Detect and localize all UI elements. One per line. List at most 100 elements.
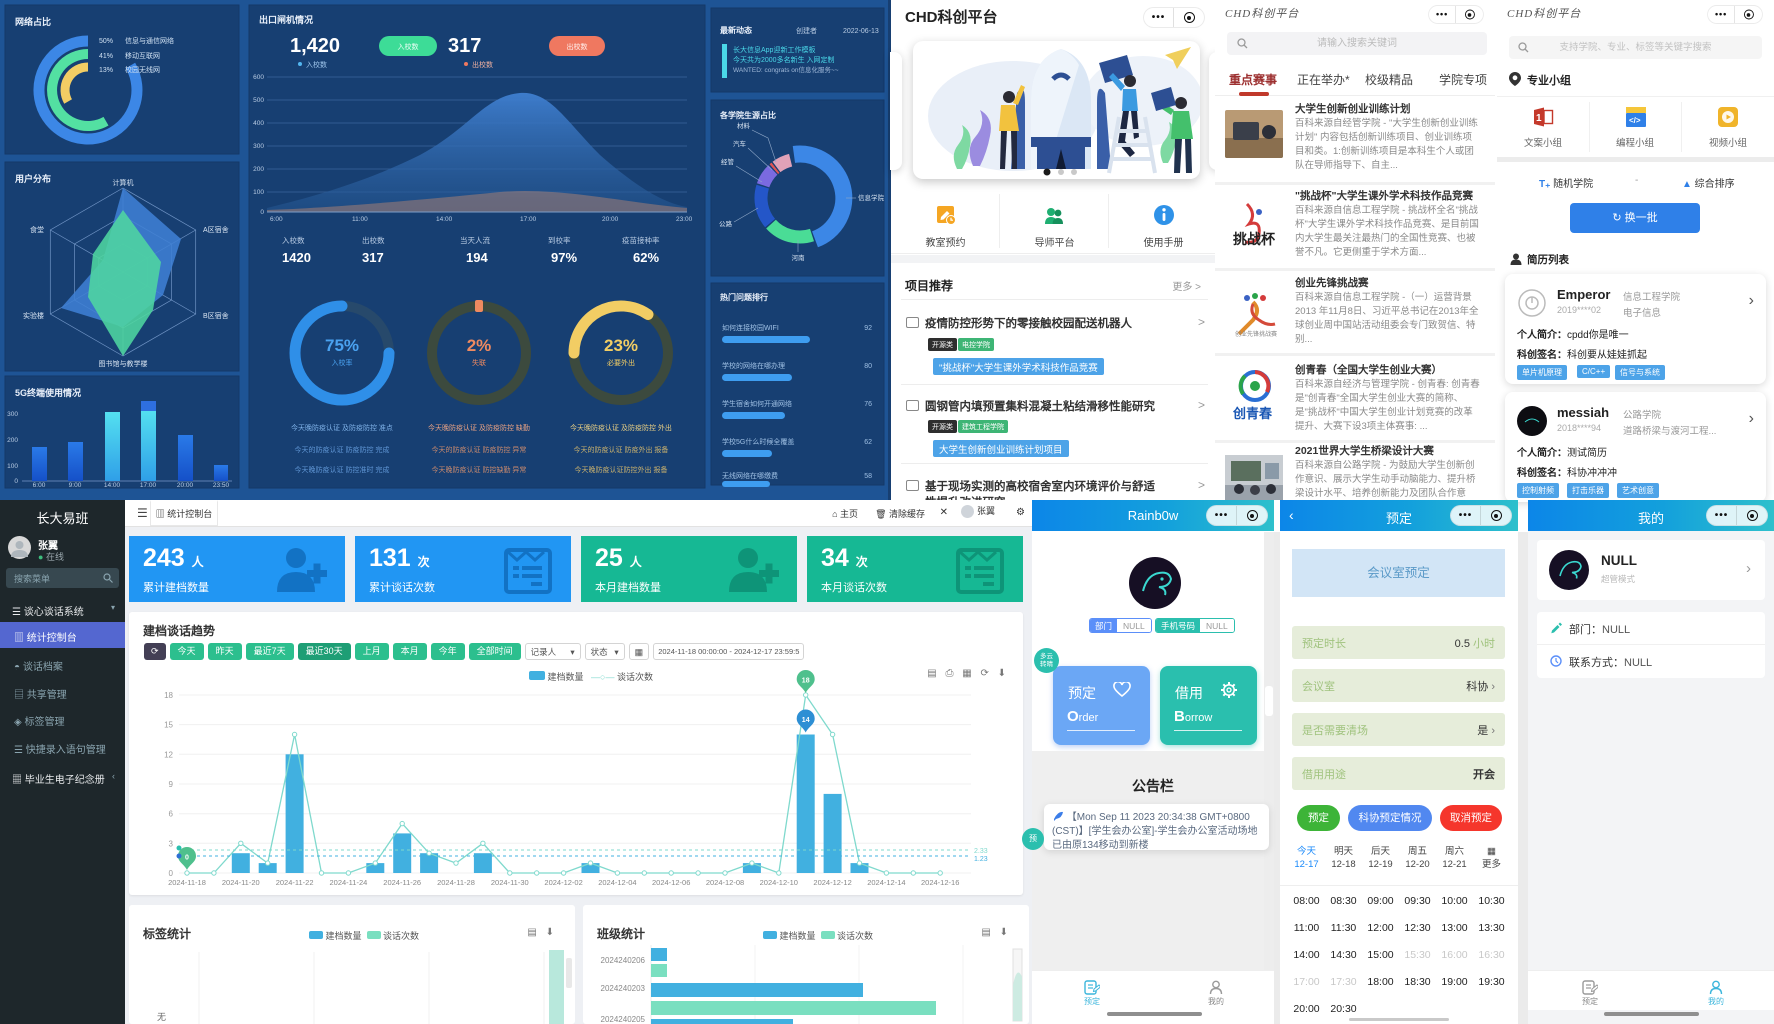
svg-text:76: 76 [864, 401, 872, 408]
svg-text:100: 100 [253, 189, 264, 196]
svg-text:2024240203: 2024240203 [601, 984, 646, 993]
svg-text:18: 18 [164, 691, 173, 700]
svg-text:2024-12-08: 2024-12-08 [706, 878, 744, 887]
svg-text:23:00: 23:00 [676, 216, 693, 223]
svg-text:1,420: 1,420 [290, 35, 340, 57]
svg-text:今天晚防疫认证 及防疫防控 外出: 今天晚防疫认证 及防疫防控 外出 [570, 423, 672, 432]
svg-text:20:00: 20:00 [602, 216, 619, 223]
svg-text:13%: 13% [99, 67, 113, 74]
svg-text:5G终端使用情况: 5G终端使用情况 [15, 387, 81, 398]
svg-text:62: 62 [864, 439, 872, 446]
svg-text:300: 300 [253, 143, 264, 150]
svg-text:14: 14 [802, 717, 810, 724]
svg-text:材料: 材料 [737, 121, 751, 130]
svg-text:到校率: 到校率 [548, 235, 571, 245]
svg-text:17:00: 17:00 [520, 216, 537, 223]
svg-text:实验楼: 实验楼 [23, 311, 44, 320]
svg-text:12: 12 [164, 750, 173, 759]
svg-text:317: 317 [362, 250, 384, 265]
svg-text:疫苗接种率: 疫苗接种率 [622, 235, 660, 245]
svg-text:入校数: 入校数 [398, 42, 419, 51]
svg-text:今天的防疫认证 防疫外出 报备: 今天的防疫认证 防疫外出 报备 [574, 445, 669, 454]
svg-text:2024-12-12: 2024-12-12 [813, 878, 851, 887]
svg-text:入校率: 入校率 [332, 358, 353, 367]
svg-text:80: 80 [864, 363, 872, 370]
svg-text:0: 0 [260, 209, 264, 216]
svg-text:入校数: 入校数 [282, 235, 305, 245]
svg-text:23%: 23% [604, 336, 638, 355]
svg-text:2.33: 2.33 [974, 848, 988, 855]
svg-text:如何连接校园WIFI: 如何连接校园WIFI [722, 323, 779, 332]
svg-text:汽车: 汽车 [733, 139, 747, 148]
svg-text:1: 1 [1536, 113, 1542, 124]
svg-text:WANTED: congrats on信息化服务~~: WANTED: congrats on信息化服务~~ [733, 65, 839, 74]
svg-text:100: 100 [7, 463, 18, 470]
svg-text:创建者: 创建者 [796, 26, 817, 35]
svg-text:14:00: 14:00 [104, 482, 121, 489]
svg-text:2024-11-28: 2024-11-28 [437, 878, 475, 887]
svg-text:6:00: 6:00 [33, 482, 46, 489]
svg-text:今天晚防疫认证 防控缺勤 异常: 今天晚防疫认证 防控缺勤 异常 [432, 465, 527, 474]
svg-text:2024-12-06: 2024-12-06 [652, 878, 690, 887]
svg-text:出校数: 出校数 [567, 42, 588, 51]
svg-text:92: 92 [864, 325, 872, 332]
svg-text:1.23: 1.23 [974, 856, 988, 863]
svg-text:200: 200 [253, 166, 264, 173]
svg-text:2024-12-02: 2024-12-02 [544, 878, 582, 887]
svg-text:2024-11-22: 2024-11-22 [276, 878, 314, 887]
svg-text:3: 3 [169, 839, 174, 848]
svg-text:2024-12-14: 2024-12-14 [867, 878, 905, 887]
svg-text:0: 0 [169, 869, 174, 878]
svg-text:出校数: 出校数 [362, 235, 385, 245]
svg-text:移动互联网: 移动互联网 [125, 51, 160, 60]
svg-text:校园无线网: 校园无线网 [125, 65, 160, 74]
svg-text:经管: 经管 [721, 157, 735, 166]
svg-text:15: 15 [164, 721, 173, 730]
svg-text:信息学院: 信息学院 [858, 193, 885, 202]
svg-text:600: 600 [253, 74, 264, 81]
svg-text:20:00: 20:00 [177, 482, 194, 489]
svg-text:长大信息App迎新工作模板: 长大信息App迎新工作模板 [733, 45, 815, 54]
svg-text:50%: 50% [99, 38, 113, 45]
svg-text:2024-12-10: 2024-12-10 [760, 878, 798, 887]
svg-text:0: 0 [185, 855, 189, 862]
svg-text:今天的防疫认证 防疫防控 异常: 今天的防疫认证 防疫防控 异常 [432, 445, 527, 454]
svg-text:必要外出: 必要外出 [607, 358, 635, 367]
svg-text:2%: 2% [467, 336, 492, 355]
svg-text:河南: 河南 [792, 253, 806, 262]
svg-text:41%: 41% [99, 53, 113, 60]
svg-text:今天晚防疫认证 及防疫防控 准点: 今天晚防疫认证 及防疫防控 准点 [291, 423, 393, 432]
svg-text:58: 58 [864, 473, 872, 480]
svg-text:2022-06-13: 2022-06-13 [843, 28, 879, 35]
svg-text:出校数: 出校数 [472, 60, 493, 69]
svg-text:2024240206: 2024240206 [601, 956, 646, 965]
svg-text:最新动态: 最新动态 [720, 25, 752, 35]
svg-text:500: 500 [253, 97, 264, 104]
svg-text:今天共为2000多名新生 入网定制: 今天共为2000多名新生 入网定制 [733, 55, 835, 64]
svg-text:400: 400 [253, 120, 264, 127]
svg-text:当天人流: 当天人流 [460, 235, 490, 245]
svg-text:创青春: 创青春 [1232, 406, 1273, 421]
svg-text:今天的防疫认证 防疫防控 完成: 今天的防疫认证 防疫防控 完成 [295, 445, 390, 454]
svg-text:今天晚防疫认证防控外出 报备: 今天晚防疫认证防控外出 报备 [575, 465, 668, 474]
svg-text:2024-11-18: 2024-11-18 [168, 878, 206, 887]
svg-text:入校数: 入校数 [306, 60, 327, 69]
svg-text:9: 9 [169, 780, 174, 789]
svg-text:今天晚防疫认证 及防疫防控 缺勤: 今天晚防疫认证 及防疫防控 缺勤 [428, 423, 530, 432]
svg-text:75%: 75% [325, 336, 359, 355]
svg-text:194: 194 [466, 250, 488, 265]
svg-text:2024-12-04: 2024-12-04 [598, 878, 636, 887]
svg-text:6: 6 [169, 810, 174, 819]
svg-text:317: 317 [448, 35, 481, 57]
svg-text:97%: 97% [551, 250, 577, 265]
svg-text:无线网络在哪缴费: 无线网络在哪缴费 [722, 471, 778, 480]
svg-text:2024-11-20: 2024-11-20 [222, 878, 260, 887]
svg-text:学校5G什么时候全覆盖: 学校5G什么时候全覆盖 [722, 437, 794, 446]
svg-text:无: 无 [157, 1012, 166, 1022]
svg-text:学校的网络在哪办理: 学校的网络在哪办理 [722, 361, 785, 370]
svg-text:18: 18 [802, 678, 810, 685]
svg-text:用户分布: 用户分布 [14, 173, 51, 184]
svg-text:6:00: 6:00 [270, 216, 283, 223]
svg-text:信息与通信网络: 信息与通信网络 [125, 36, 174, 45]
svg-text:各学院生源占比: 各学院生源占比 [719, 110, 776, 120]
